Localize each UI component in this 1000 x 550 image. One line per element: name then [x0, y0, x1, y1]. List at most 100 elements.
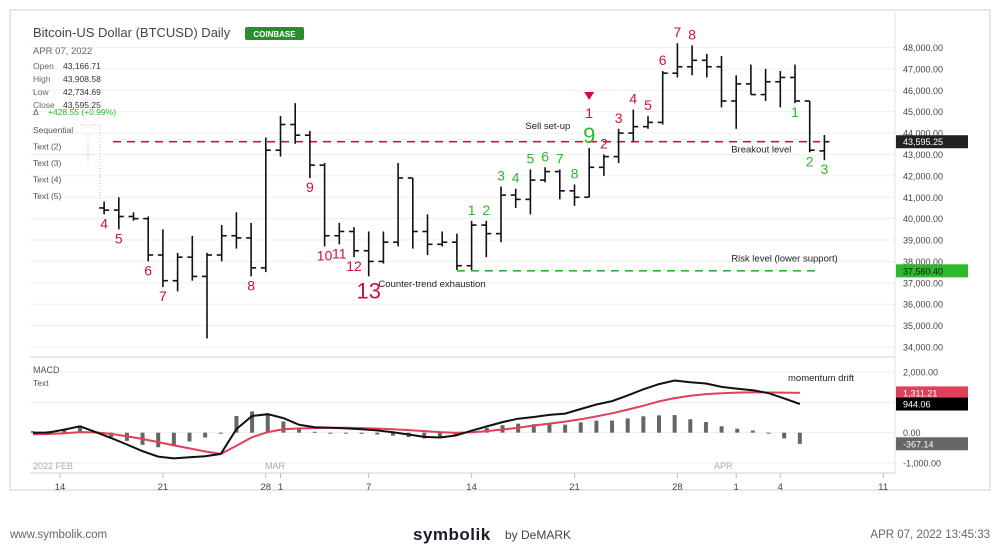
- macd-signal-line: [32, 391, 800, 455]
- td-count-red: 5: [115, 230, 123, 246]
- study-item: Text (2): [33, 142, 62, 152]
- footer-site-link[interactable]: www.symbolik.com: [9, 529, 107, 541]
- ohlc-bar: [701, 53, 712, 78]
- ohlc-bar: [540, 167, 551, 183]
- x-tick-label: 28: [261, 482, 272, 493]
- ohlc-bar: [319, 163, 330, 247]
- footer-brand-logo: symbolik: [413, 525, 491, 544]
- price-tag-bg-0: [896, 135, 968, 149]
- ohlc-bar: [187, 235, 198, 281]
- x-axis-ticks: 14 21 28 1 7 14 21 28 1 4 11: [55, 473, 888, 493]
- ohlc-bar: [716, 56, 727, 108]
- td-count-green: 1: [791, 104, 799, 120]
- exchange-badge: COINBASE: [253, 30, 296, 39]
- period-label: APR: [714, 461, 733, 471]
- ohlc-bar: [790, 64, 800, 104]
- study-item: Sequential: [33, 125, 73, 135]
- ohlc-bar: [643, 115, 653, 129]
- study-item: Text (4): [33, 175, 62, 185]
- footer-timestamp: APR 07, 2022 13:45:33: [870, 529, 990, 541]
- histogram-bar: [625, 418, 630, 433]
- exchange-badge-bg: [245, 27, 304, 40]
- price-tick-label: 34,000.00: [903, 343, 943, 353]
- td-count-red: 6: [659, 52, 667, 68]
- study-item: Text (3): [33, 158, 62, 168]
- histogram-bar: [390, 432, 395, 436]
- histogram-bar: [797, 432, 802, 444]
- ohlc-bar: [687, 45, 698, 76]
- ohlc-bar: [202, 252, 212, 339]
- price-tags: 43,595.25 37,560.40: [896, 135, 968, 278]
- study-item: Text (5): [33, 191, 62, 201]
- price-tick-label: 47,000.00: [903, 64, 943, 74]
- price-tick-label: 35,000.00: [903, 321, 943, 331]
- ohlc-bar: [363, 231, 374, 277]
- chart-header: Bitcoin-US Dollar (BTCUSD) Daily COINBAS…: [33, 25, 304, 201]
- ohlc-bar: [275, 115, 286, 157]
- ohlc-value-high: 43,908.58: [63, 74, 101, 84]
- x-tick-label: 21: [569, 482, 580, 493]
- ohlc-bar: [290, 103, 301, 144]
- histogram-bar: [641, 416, 646, 433]
- ohlc-value-open: 43,166.71: [63, 61, 101, 71]
- price-tick-label: 48,000.00: [903, 43, 943, 53]
- histogram-bar: [610, 420, 615, 433]
- price-annotations: Sell set-up Counter-trend exhaustion Break…: [378, 121, 837, 290]
- price-annotation: Counter-trend exhaustion: [378, 279, 485, 290]
- histogram-bar: [312, 431, 317, 433]
- footer-by: by DeMARK: [505, 528, 571, 542]
- macd-tick-label: 2,000.00: [903, 368, 938, 378]
- td-count-green: 3: [497, 168, 505, 184]
- ohlc-bar: [128, 212, 139, 221]
- histogram-bar: [62, 429, 67, 433]
- ohlc-bar: [216, 225, 227, 262]
- histogram-bar: [437, 432, 442, 439]
- histogram-bar: [657, 415, 661, 433]
- histogram-bar: [578, 422, 583, 433]
- ohlc-bar: [113, 197, 124, 230]
- ohlc-bar: [525, 169, 536, 215]
- ohlc-bar: [378, 231, 389, 264]
- td-count-red: 9: [306, 179, 314, 195]
- ohlc-bar: [628, 109, 639, 142]
- price-tick-label: 37,000.00: [903, 278, 943, 288]
- histogram-bar: [265, 414, 270, 433]
- ohlc-bar: [804, 100, 815, 153]
- histogram-bar: [672, 415, 677, 433]
- macd-tag-bg-1: [896, 397, 968, 411]
- td-count-red: 4: [629, 91, 637, 107]
- x-tick-label: 11: [878, 482, 888, 493]
- histogram-bar: [218, 432, 223, 434]
- ohlc-bar: [231, 212, 242, 249]
- td-count-green: 9: [583, 123, 595, 148]
- ohlc-bar: [466, 220, 477, 270]
- price-tick-label: 45,000.00: [903, 107, 943, 117]
- td-count-red: 8: [247, 277, 255, 293]
- x-tick-label: 4: [778, 482, 783, 493]
- td-count-green: 4: [512, 170, 520, 186]
- td-count-red: 8: [688, 26, 696, 42]
- histogram-bar: [750, 430, 755, 433]
- ohlc-label-high: High: [33, 74, 51, 84]
- x-tick-label: 28: [672, 482, 683, 493]
- td-count-red: 5: [644, 97, 652, 113]
- td-count-red: 4: [100, 215, 108, 231]
- macd-study: Text: [33, 378, 49, 388]
- level-lines: [113, 140, 820, 272]
- price-tick-label: 41,000.00: [903, 193, 943, 203]
- histogram-bar: [422, 432, 427, 439]
- ohlc-bar: [246, 222, 257, 277]
- ohlc-bar: [775, 71, 786, 108]
- histogram-bar: [531, 424, 536, 433]
- td-count-red: 11: [332, 245, 347, 261]
- change-symbol: Δ: [33, 107, 39, 117]
- price-tag-bg-1: [896, 264, 968, 278]
- macd-histogram: [31, 411, 802, 448]
- ohlc-bar: [598, 154, 609, 176]
- histogram-bar: [375, 432, 380, 435]
- period-label: MAR: [265, 461, 286, 471]
- ohlc-bar: [510, 188, 521, 208]
- x-tick-label: 14: [55, 482, 66, 493]
- histogram-bar: [782, 432, 787, 439]
- price-annotation: Risk level (lower support): [731, 253, 838, 264]
